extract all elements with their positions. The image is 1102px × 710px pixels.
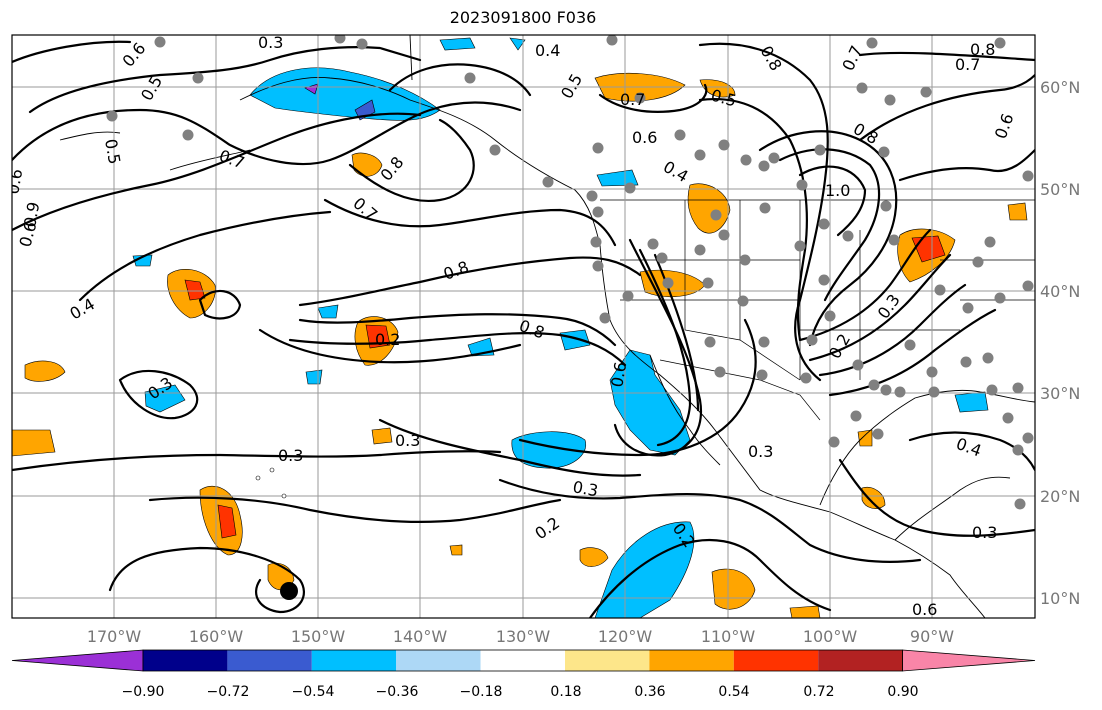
lon-tick-label: 110°W <box>701 627 756 646</box>
colorbar-segment <box>396 650 481 671</box>
contour-label: 0.8 <box>377 153 408 185</box>
contour-label: 0.7 <box>955 55 980 74</box>
contour-label: 0.7 <box>349 194 381 225</box>
colorbar-extend-min <box>11 649 144 672</box>
lat-tick-label: 60°N <box>1040 78 1080 97</box>
colorbar-frame <box>142 649 903 672</box>
lon-tick-label: 90°W <box>910 627 954 646</box>
contour-labels: 0.6 0.3 0.4 0.5 0.8 0.7 0.8 0.5 0.7 0.6 … <box>3 33 1018 619</box>
colorbar-tick-label: 0.36 <box>634 684 665 700</box>
contour-label: 0.5 <box>101 137 124 165</box>
colorbar-extend-max <box>902 649 1036 672</box>
colorbar-tick-label: −0.18 <box>460 684 503 700</box>
contour-label: 0.8 <box>757 43 786 75</box>
graticule <box>12 35 1035 618</box>
colorbar-tick-label: 0.72 <box>803 684 834 700</box>
lat-tick-label: 20°N <box>1040 487 1080 506</box>
contour-label: 0.6 <box>3 167 26 195</box>
contour-label: 0.4 <box>67 294 99 323</box>
contour-label: 0.5 <box>709 86 739 111</box>
station-markers <box>106 35 1034 510</box>
contour-label: 0.3 <box>395 431 420 450</box>
colorbar-tick-label: −0.72 <box>207 684 250 700</box>
contour-label: 0.2 <box>375 330 400 349</box>
contour-label: 0.7 <box>838 43 866 74</box>
lon-tick-label: 100°W <box>803 627 858 646</box>
lat-tick-label: 50°N <box>1040 180 1080 199</box>
contour-label: 0.6 <box>912 600 937 619</box>
contour-label: 0.3 <box>571 477 599 500</box>
contour-label: 0.3 <box>278 446 303 465</box>
lon-tick-labels: 170°W 160°W 150°W 140°W 130°W 120°W 110°… <box>87 627 954 646</box>
colorbar-tick-label: 0.54 <box>718 684 749 700</box>
contour-label: 0.3 <box>874 291 904 323</box>
lon-tick-label: 130°W <box>496 627 551 646</box>
colorbar-segment <box>649 650 734 671</box>
lat-tick-labels: 60°N 50°N 40°N 30°N 20°N 10°N <box>1040 78 1080 608</box>
lat-tick-label: 30°N <box>1040 384 1080 403</box>
contour-label: 0.5 <box>557 70 586 102</box>
colorbar-segment <box>227 650 312 671</box>
contour-label: 0.8 <box>441 257 471 284</box>
lat-tick-label: 10°N <box>1040 589 1080 608</box>
colorbar-tick-label: −0.90 <box>122 684 165 700</box>
contour-label: 0.3 <box>972 523 997 542</box>
colorbar-tick-label: 0.18 <box>550 684 581 700</box>
colorbar-segment <box>480 650 565 671</box>
contour-label: 0.4 <box>954 434 984 461</box>
contour-label: 0.6 <box>607 360 630 388</box>
map-title: 2023091800 F036 <box>449 8 597 27</box>
contour-lines <box>12 40 1035 618</box>
lon-tick-label: 160°W <box>189 627 244 646</box>
colorbar-segment <box>565 650 650 671</box>
colorbar-segment <box>733 650 819 671</box>
lon-tick-label: 150°W <box>291 627 346 646</box>
contour-label: 1.0 <box>825 181 850 200</box>
contour-label: 0.8 <box>517 316 547 343</box>
lon-tick-label: 120°W <box>598 627 653 646</box>
small-markers <box>255 467 287 499</box>
contour-label: 0.3 <box>748 442 773 461</box>
contour-label: 0.2 <box>825 330 854 362</box>
contour-label: 0.7 <box>620 90 645 109</box>
contour-label: 0.8 <box>850 119 882 148</box>
colorbar-tick-label: 0.90 <box>887 684 918 700</box>
colorbar <box>11 649 1036 672</box>
colorbar-tick-label: −0.54 <box>292 684 335 700</box>
map-plot-area: 0.6 0.3 0.4 0.5 0.8 0.7 0.8 0.5 0.7 0.6 … <box>3 33 1035 619</box>
contour-label: 0.8 <box>970 40 995 59</box>
contour-label: 0.4 <box>660 157 692 186</box>
colorbar-tick-labels: −0.90 −0.72 −0.54 −0.36 −0.18 0.18 0.36 … <box>122 684 919 700</box>
lon-tick-label: 170°W <box>87 627 142 646</box>
contour-label: 0.9 <box>20 200 43 228</box>
colorbar-segment <box>311 650 397 671</box>
lon-tick-label: 140°W <box>393 627 448 646</box>
lat-tick-label: 40°N <box>1040 282 1080 301</box>
contour-label: 0.6 <box>119 39 150 71</box>
contour-label: 0.3 <box>258 33 283 52</box>
colorbar-tick-label: −0.36 <box>376 684 419 700</box>
contour-label: 0.6 <box>991 111 1018 141</box>
contour-label: 0.2 <box>531 513 563 543</box>
positive-shading <box>12 72 1028 618</box>
colorbar-segment <box>818 650 903 671</box>
marker-dot <box>280 582 298 600</box>
contour-label: 0.4 <box>535 41 560 60</box>
plot-frame <box>11 34 1036 619</box>
contour-label: 0.6 <box>632 128 657 147</box>
colorbar-segment <box>143 650 228 671</box>
